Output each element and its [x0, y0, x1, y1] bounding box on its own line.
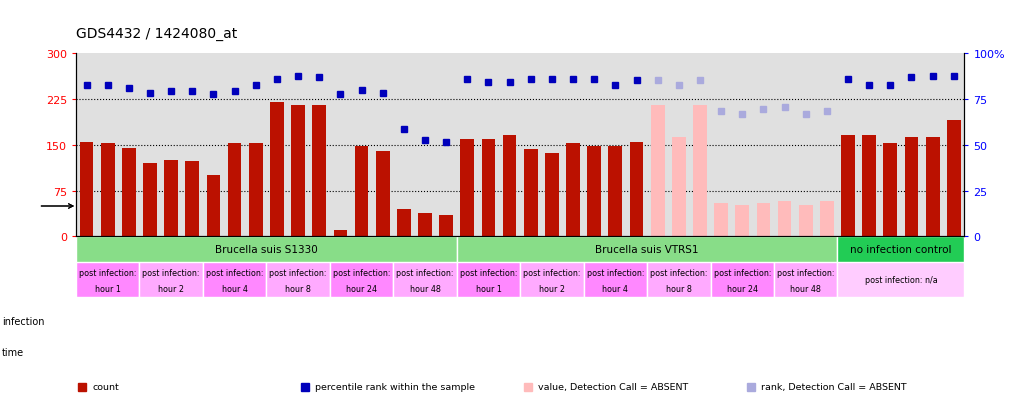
Bar	[140, 263, 203, 297]
Bar	[203, 263, 266, 297]
Text: hour 1: hour 1	[95, 284, 121, 293]
Bar	[266, 263, 330, 297]
Bar	[647, 263, 710, 297]
Bar	[609, 147, 622, 237]
Bar	[76, 237, 457, 263]
Bar	[650, 106, 665, 237]
Bar	[249, 144, 262, 237]
Text: hour 4: hour 4	[603, 284, 628, 293]
Bar	[672, 138, 686, 237]
Text: hour 48: hour 48	[409, 284, 441, 293]
Bar	[841, 136, 855, 237]
Bar	[714, 203, 728, 237]
Text: post infection:: post infection:	[460, 268, 518, 278]
Bar	[440, 216, 453, 237]
Text: GDS4432 / 1424080_at: GDS4432 / 1424080_at	[76, 27, 237, 41]
Text: post infection:: post infection:	[777, 268, 835, 278]
Text: post infection:: post infection:	[143, 268, 200, 278]
Text: post infection:: post infection:	[523, 268, 580, 278]
Bar	[693, 106, 707, 237]
Bar	[143, 164, 157, 237]
Bar	[228, 144, 241, 237]
Text: post infection:: post infection:	[79, 268, 137, 278]
Bar	[312, 106, 326, 237]
Bar	[735, 205, 750, 237]
Text: post infection:: post infection:	[333, 268, 390, 278]
Bar	[566, 144, 579, 237]
Text: post infection: n/a: post infection: n/a	[864, 275, 937, 285]
Bar	[883, 143, 898, 237]
Text: hour 2: hour 2	[158, 284, 184, 293]
Text: no infection control: no infection control	[850, 245, 951, 255]
Bar	[355, 147, 369, 237]
Text: hour 24: hour 24	[346, 284, 377, 293]
Text: hour 1: hour 1	[475, 284, 501, 293]
Bar	[481, 139, 495, 237]
Text: Brucella suis S1330: Brucella suis S1330	[215, 245, 318, 255]
Text: hour 4: hour 4	[222, 284, 247, 293]
Bar	[207, 176, 221, 237]
Bar	[270, 102, 284, 237]
Bar	[630, 142, 643, 237]
Bar	[101, 144, 114, 237]
Text: hour 24: hour 24	[726, 284, 758, 293]
Bar	[838, 237, 964, 263]
Bar	[122, 148, 136, 237]
Bar	[376, 152, 390, 237]
Bar	[947, 121, 960, 237]
Bar	[905, 138, 919, 237]
Bar	[457, 263, 521, 297]
Bar	[330, 263, 393, 297]
Text: value, Detection Call = ABSENT: value, Detection Call = ABSENT	[538, 382, 688, 392]
Bar	[799, 205, 812, 237]
Text: hour 48: hour 48	[790, 284, 822, 293]
Bar	[588, 147, 601, 237]
Bar	[820, 202, 834, 237]
Text: percentile rank within the sample: percentile rank within the sample	[315, 382, 475, 392]
Text: post infection:: post infection:	[587, 268, 644, 278]
Bar	[521, 263, 583, 297]
Bar	[524, 150, 538, 237]
Text: rank, Detection Call = ABSENT: rank, Detection Call = ABSENT	[761, 382, 907, 392]
Bar	[838, 263, 964, 297]
Bar	[545, 154, 559, 237]
Text: post infection:: post infection:	[713, 268, 771, 278]
Bar	[862, 136, 876, 237]
Bar	[393, 263, 457, 297]
Text: hour 2: hour 2	[539, 284, 565, 293]
Bar	[926, 138, 939, 237]
Bar	[418, 214, 432, 237]
Bar	[583, 263, 647, 297]
Text: post infection:: post infection:	[269, 268, 327, 278]
Text: time: time	[2, 347, 24, 357]
Text: hour 8: hour 8	[666, 284, 692, 293]
Text: post infection:: post infection:	[650, 268, 707, 278]
Bar	[291, 106, 305, 237]
Bar	[333, 231, 347, 237]
Text: post infection:: post infection:	[396, 268, 454, 278]
Bar	[80, 142, 93, 237]
Bar	[774, 263, 838, 297]
Bar	[778, 202, 791, 237]
Bar	[76, 263, 140, 297]
Bar	[457, 237, 838, 263]
Text: Brucella suis VTRS1: Brucella suis VTRS1	[596, 245, 699, 255]
Text: hour 8: hour 8	[285, 284, 311, 293]
Bar	[164, 161, 178, 237]
Bar	[461, 139, 474, 237]
Bar	[757, 203, 770, 237]
Text: infection: infection	[2, 316, 45, 326]
Text: count: count	[92, 382, 119, 392]
Bar	[710, 263, 774, 297]
Text: post infection:: post infection:	[206, 268, 263, 278]
Bar	[502, 136, 517, 237]
Bar	[185, 162, 200, 237]
Bar	[397, 209, 410, 237]
